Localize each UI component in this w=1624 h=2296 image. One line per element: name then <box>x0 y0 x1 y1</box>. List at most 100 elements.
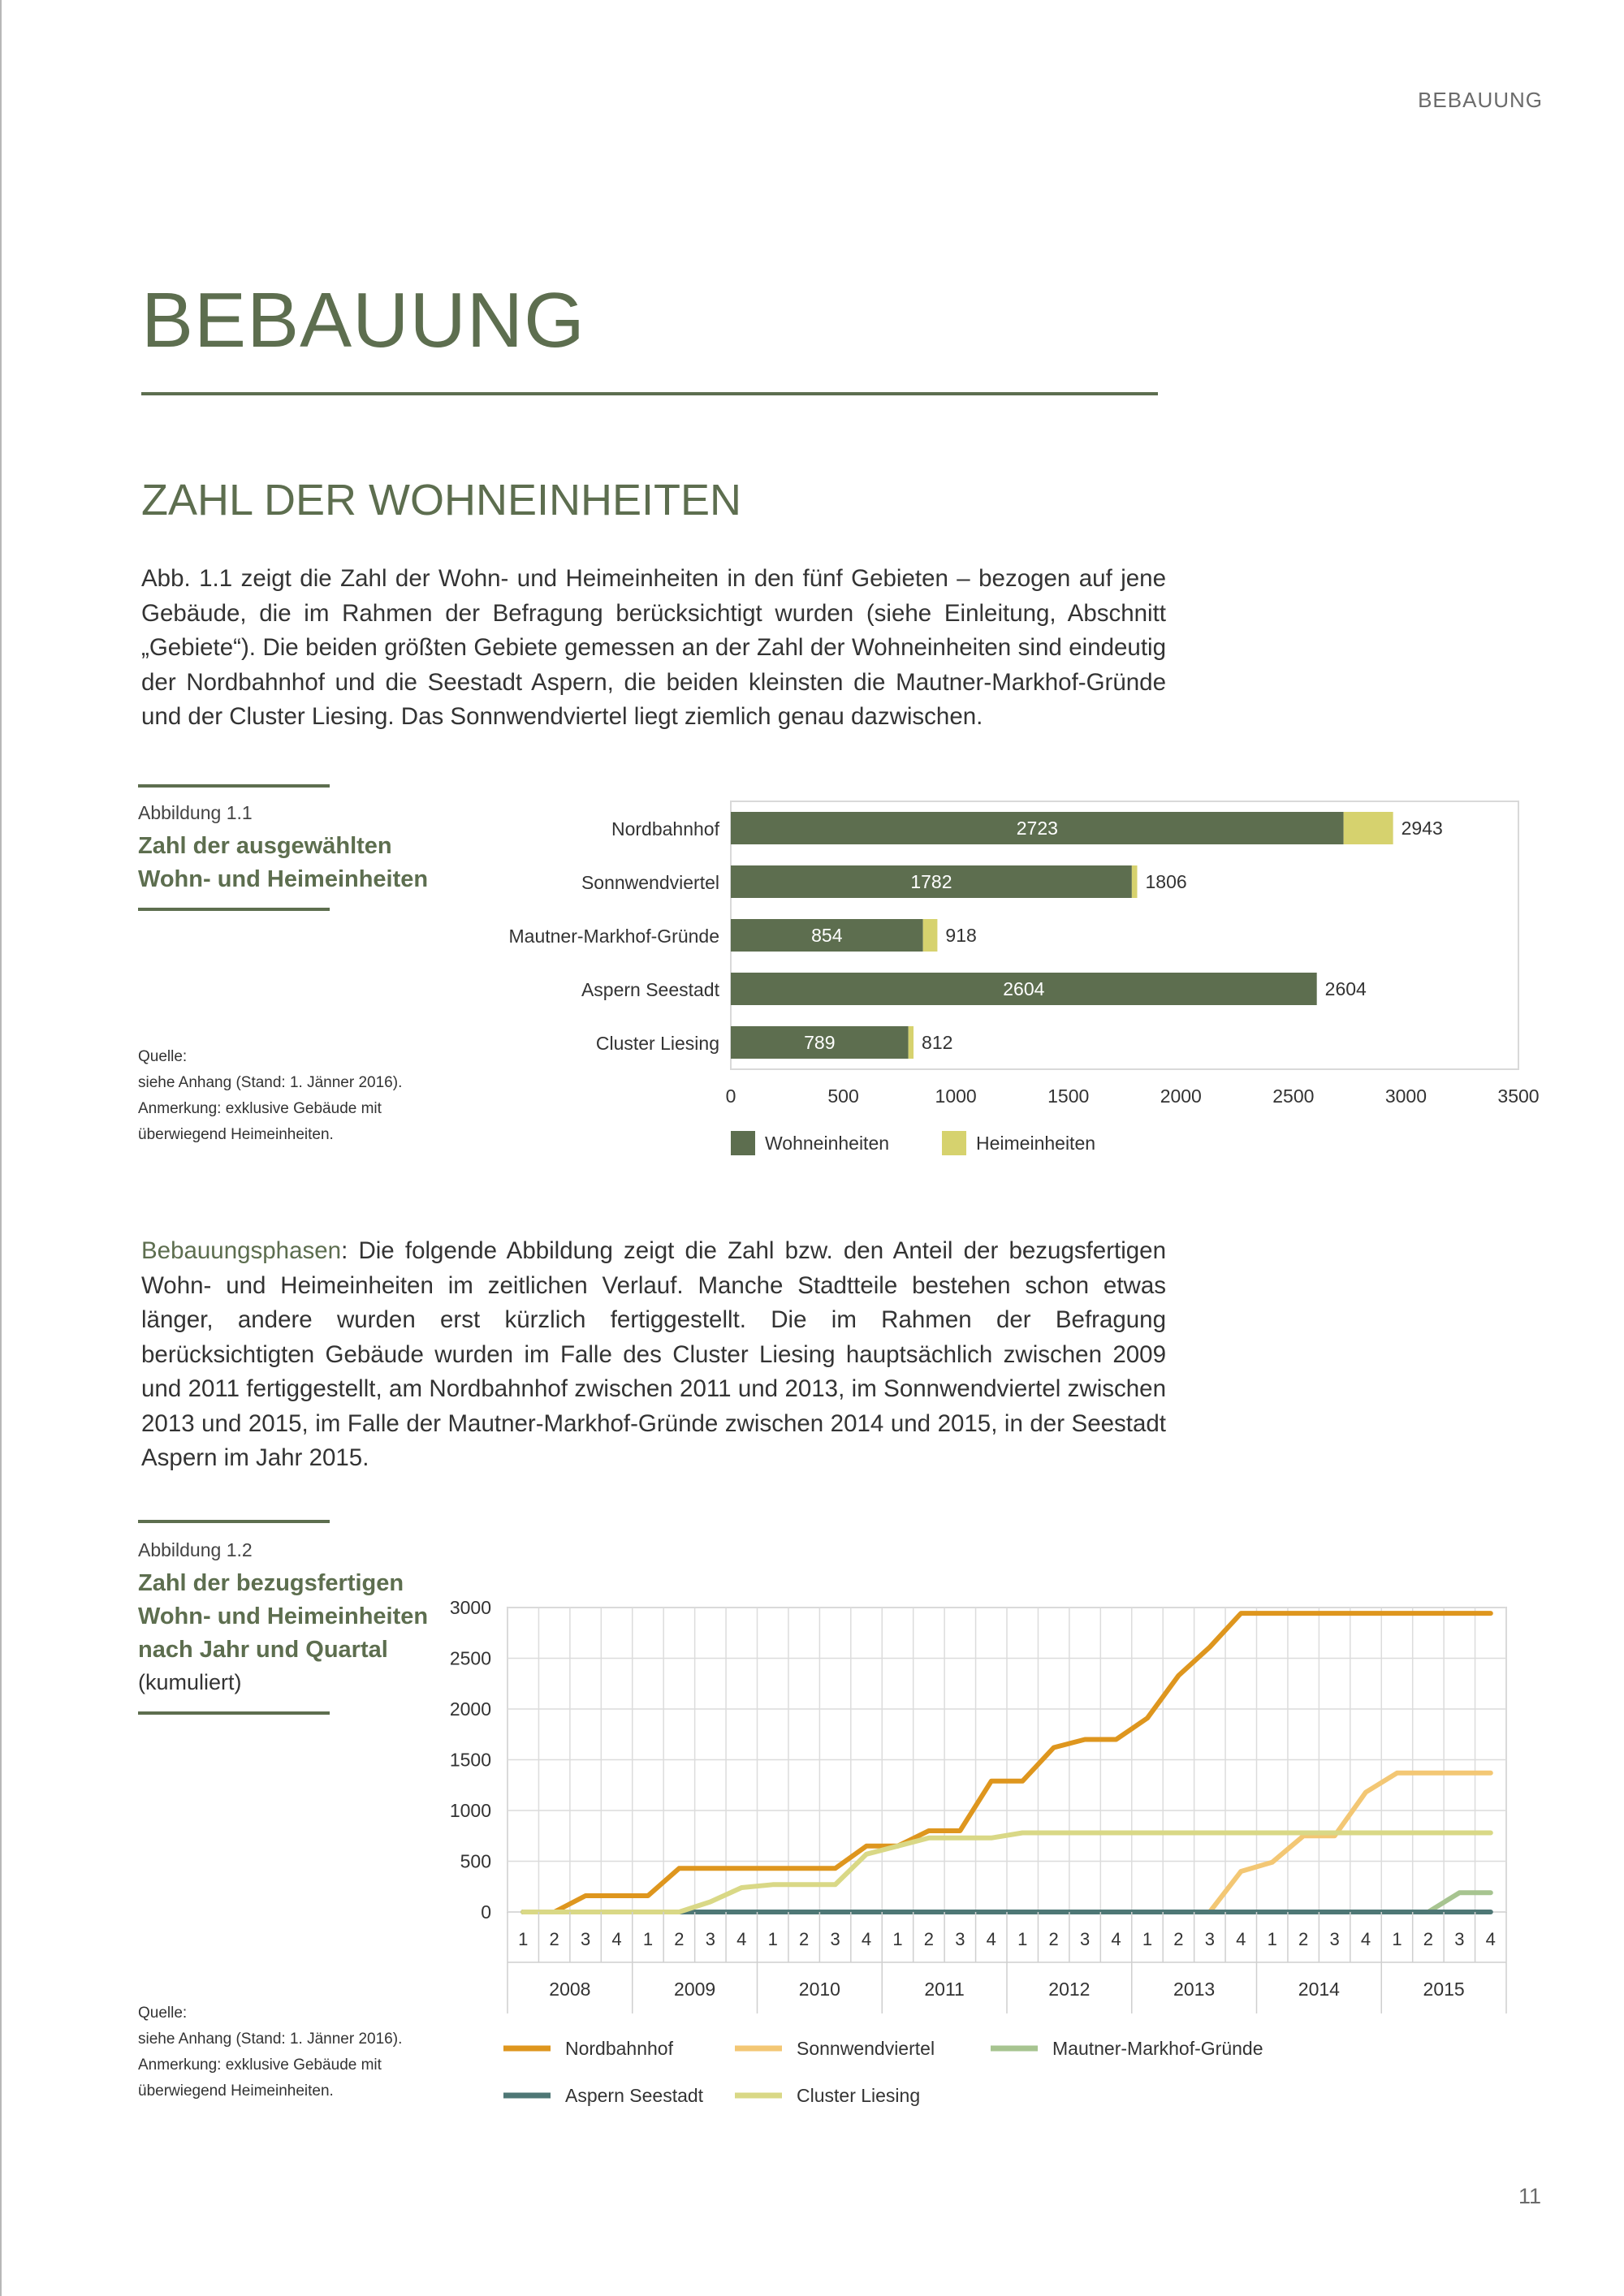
category-label: Cluster Liesing <box>596 1033 719 1054</box>
page-title: BEBAUUNG <box>141 277 585 364</box>
line-series <box>520 1611 1493 1914</box>
page-number: 11 <box>1518 2184 1541 2208</box>
x-tick-label: 3000 <box>1385 1085 1427 1107</box>
line-series <box>520 1830 1493 1914</box>
quarter-label: 1 <box>518 1929 528 1949</box>
figure-1-note: Quelle: siehe Anhang (Stand: 1. Jänner 2… <box>138 1044 430 1148</box>
bar-total-label: 1806 <box>1146 871 1187 892</box>
figure-2-note-line3: überwiegend Heimeinheiten. <box>138 2082 334 2100</box>
quarter-label: 2 <box>674 1929 684 1949</box>
quarter-label: 1 <box>1142 1929 1152 1949</box>
quarter-label: 3 <box>706 1929 715 1949</box>
bar-total-label: 918 <box>945 925 976 946</box>
bar-heimeinheiten <box>922 919 938 952</box>
bar-wohneinheiten <box>731 865 1132 898</box>
page-edge <box>0 0 2 2296</box>
legend-label: Mautner-Markhof-Gründe <box>1052 2038 1263 2059</box>
quarter-label: 2 <box>550 1929 559 1949</box>
quarter-label: 3 <box>1205 1929 1215 1949</box>
bar-value-label: 2723 <box>1017 818 1058 839</box>
quarter-label: 2 <box>1423 1929 1433 1949</box>
figure-1-bottom-rule <box>138 908 330 911</box>
category-label: Nordbahnhof <box>611 818 720 839</box>
quarter-label: 1 <box>768 1929 778 1949</box>
legend-label: Heimeinheiten <box>976 1133 1095 1154</box>
y-tick-label: 3000 <box>450 1597 491 1618</box>
year-label: 2010 <box>799 1979 840 2000</box>
figure-1-title-line2: Wohn- und Heimeinheiten <box>138 866 429 892</box>
bar-total-label: 2943 <box>1402 818 1443 839</box>
figure-2-number: Abbildung 1.2 <box>138 1539 253 1560</box>
legend-label: Wohneinheiten <box>765 1133 889 1154</box>
bar-value-label: 789 <box>804 1032 835 1053</box>
quarter-label: 4 <box>736 1929 746 1949</box>
quarter-label: 4 <box>611 1929 621 1949</box>
quarter-label: 2 <box>1173 1929 1183 1949</box>
x-tick-label: 2000 <box>1160 1085 1202 1107</box>
title-rule <box>141 392 1158 395</box>
bar-total-label: 2604 <box>1325 978 1367 999</box>
phases-paragraph: Bebauungsphasen: Die folgende Abbildung … <box>141 1234 1166 1476</box>
figure-2-bottom-rule <box>138 1711 330 1715</box>
year-label: 2013 <box>1173 1979 1215 2000</box>
year-label: 2009 <box>674 1979 715 2000</box>
section-title: ZAHL DER WOHNEINHEITEN <box>141 476 742 524</box>
x-tick-label: 1000 <box>935 1085 977 1107</box>
bar-wohneinheiten <box>731 973 1317 1005</box>
figure-2-subtitle: (kumuliert) <box>138 1670 242 1694</box>
quarter-label: 2 <box>799 1929 809 1949</box>
legend-label: Aspern Seestadt <box>565 2085 704 2106</box>
bar-heimeinheiten <box>1343 812 1393 844</box>
y-tick-label: 500 <box>460 1851 491 1872</box>
figure-1-note-line3: überwiegend Heimeinheiten. <box>138 1126 334 1143</box>
quarter-label: 3 <box>830 1929 840 1949</box>
quarter-label: 4 <box>1486 1929 1496 1949</box>
x-tick-label: 0 <box>726 1085 736 1107</box>
quarter-label: 3 <box>955 1929 965 1949</box>
quarter-label: 4 <box>862 1929 871 1949</box>
bar-wohneinheiten <box>731 919 923 952</box>
x-tick-label: 1500 <box>1047 1085 1089 1107</box>
figure-1-top-rule <box>138 784 330 788</box>
quarter-label: 4 <box>1361 1929 1371 1949</box>
bar-total-label: 812 <box>922 1032 952 1053</box>
bar-wohneinheiten <box>731 812 1344 844</box>
figure-1-note-line1: siehe Anhang (Stand: 1. Jänner 2016). <box>138 1074 403 1091</box>
quarter-label: 3 <box>1454 1929 1464 1949</box>
category-label: Sonnwendviertel <box>581 872 719 893</box>
quarter-label: 3 <box>581 1929 590 1949</box>
legend-label: Cluster Liesing <box>797 2085 920 2106</box>
quarter-label: 2 <box>924 1929 934 1949</box>
quarter-label: 2 <box>1049 1929 1059 1949</box>
quarter-label: 1 <box>1017 1929 1027 1949</box>
quarter-label: 1 <box>643 1929 653 1949</box>
y-tick-label: 2000 <box>450 1698 491 1720</box>
y-tick-label: 1500 <box>450 1750 491 1771</box>
intro-paragraph: Abb. 1.1 zeigt die Zahl der Wohn- und He… <box>141 565 1166 730</box>
figure-1-note-line2: Anmerkung: exklusive Gebäude mit <box>138 1100 382 1117</box>
quarter-label: 1 <box>1268 1929 1277 1949</box>
figure-2-title-line3: nach Jahr und Quartal <box>138 1637 388 1663</box>
quarter-label: 4 <box>1111 1929 1121 1949</box>
quarter-label: 2 <box>1298 1929 1308 1949</box>
quarter-label: 3 <box>1080 1929 1090 1949</box>
quarter-label: 1 <box>892 1929 902 1949</box>
bar-value-label: 1782 <box>910 871 952 892</box>
category-label: Mautner-Markhof-Gründe <box>509 926 720 947</box>
year-label: 2015 <box>1423 1979 1465 2000</box>
year-label: 2012 <box>1048 1979 1090 2000</box>
bar-wohneinheiten <box>731 1026 909 1059</box>
x-tick-label: 3500 <box>1497 1085 1539 1107</box>
figure-1-title-line1: Zahl der ausgewählten <box>138 833 392 859</box>
y-tick-label: 0 <box>481 1901 491 1923</box>
year-label: 2008 <box>549 1979 590 2000</box>
figure-2-top-rule <box>138 1520 330 1523</box>
figure-2-note-line2: Anmerkung: exklusive Gebäude mit <box>138 2056 382 2074</box>
phases-lead: Bebauungsphasen <box>141 1237 342 1264</box>
year-label: 2014 <box>1298 1979 1340 2000</box>
legend-swatch <box>731 1131 755 1155</box>
figure-2-note: Quelle: siehe Anhang (Stand: 1. Jänner 2… <box>138 2000 430 2104</box>
figure-1-number: Abbildung 1.1 <box>138 802 253 823</box>
running-header: BEBAUUNG <box>1418 88 1543 112</box>
y-tick-label: 2500 <box>450 1648 491 1669</box>
